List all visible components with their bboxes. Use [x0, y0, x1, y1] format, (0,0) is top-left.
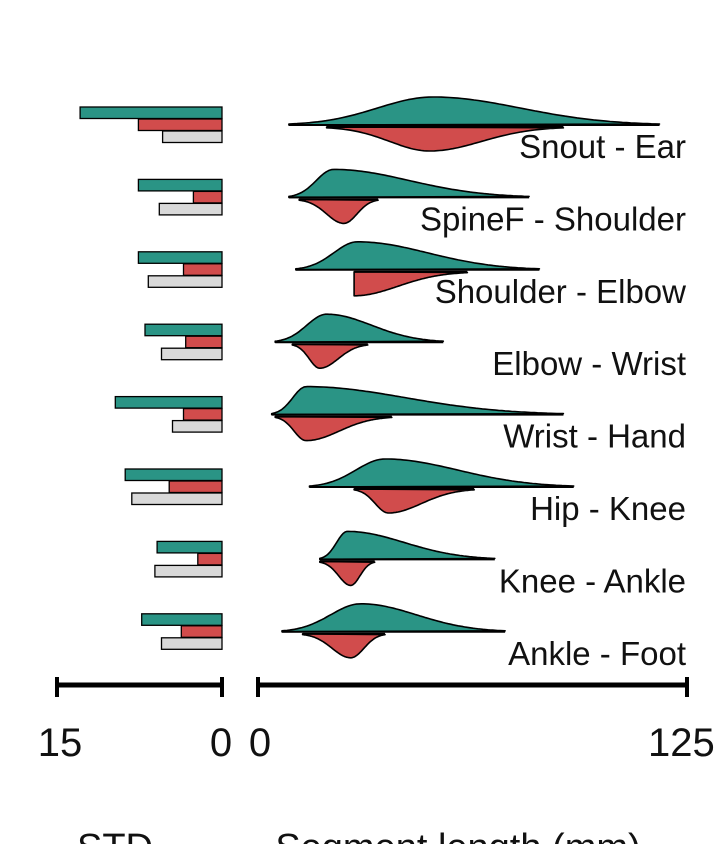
std-bar-elbow-wrist-series-2: [185, 335, 223, 349]
std-bar-hip-knee-series-1: [124, 468, 223, 482]
std-bar-ankle-foot-series-2: [180, 625, 223, 638]
std-bar-elbow-wrist-series-3: [160, 347, 223, 361]
length-axis-title: Segment length (mm): [275, 827, 640, 844]
segment-length-density-chart: [270, 96, 661, 659]
density-upper-snout-ear: [288, 96, 661, 126]
length-axis: 0 125 Segment length (mm): [249, 677, 715, 844]
std-bar-chart: [79, 106, 223, 650]
std-bar-knee-ankle-series-3: [154, 564, 223, 578]
std-bar-shoulder-elbow-series-2: [182, 263, 223, 276]
segment-label-hip-knee: Hip - Knee: [530, 490, 686, 527]
std-bar-snout-ear-series-2: [137, 118, 223, 132]
std-bar-wrist-hand-series-1: [114, 395, 223, 409]
std-bar-ankle-foot-series-1: [141, 613, 223, 626]
density-lower-hip-knee: [353, 488, 475, 514]
std-bar-wrist-hand-series-2: [182, 407, 223, 421]
std-tick-label-0: 0: [210, 721, 232, 765]
density-lower-ankle-foot: [301, 633, 386, 659]
std-bar-knee-ankle-series-2: [197, 552, 223, 566]
length-tick-label-0: 0: [249, 721, 271, 765]
density-upper-hip-knee: [308, 458, 575, 488]
density-upper-ankle-foot: [281, 603, 506, 633]
density-upper-wrist-hand: [270, 385, 565, 416]
std-bar-spinef-shoulder-series-3: [158, 202, 223, 216]
density-upper-shoulder-elbow: [295, 241, 541, 271]
std-bar-knee-ankle-series-1: [156, 540, 223, 554]
std-bar-hip-knee-series-2: [168, 480, 223, 494]
std-bar-ankle-foot-series-3: [160, 637, 223, 650]
density-lower-shoulder-elbow: [353, 271, 469, 297]
density-lower-wrist-hand: [274, 415, 393, 442]
std-bar-hip-knee-series-3: [131, 492, 223, 506]
std-bar-elbow-wrist-series-1: [144, 323, 223, 337]
segment-label-spinef-shoulder: SpineF - Shoulder: [420, 200, 686, 237]
density-lower-elbow-wrist: [291, 343, 369, 369]
std-bar-spinef-shoulder-series-2: [192, 190, 223, 204]
segment-label-snout-ear: Snout - Ear: [519, 128, 686, 165]
std-axis: 15 0 STD: [38, 677, 232, 844]
segment-labels: Snout - Ear SpineF - Shoulder Shoulder - E…: [420, 128, 686, 672]
density-upper-elbow-wrist: [274, 313, 445, 343]
density-upper-knee-ankle: [319, 530, 496, 561]
density-lower-spinef-shoulder: [298, 198, 379, 225]
segment-label-knee-ankle: Knee - Ankle: [499, 562, 686, 599]
std-axis-title: STD: [77, 827, 153, 844]
std-bar-snout-ear-series-1: [79, 106, 223, 120]
std-bar-wrist-hand-series-3: [171, 419, 223, 433]
segment-label-ankle-foot: Ankle - Foot: [508, 635, 686, 672]
density-upper-spinef-shoulder: [288, 168, 530, 199]
density-lower-knee-ankle: [319, 560, 376, 587]
std-bar-snout-ear-series-3: [161, 130, 223, 144]
length-tick-label-125: 125: [648, 721, 715, 765]
std-bar-shoulder-elbow-series-1: [137, 251, 223, 264]
segment-label-wrist-hand: Wrist - Hand: [503, 418, 686, 455]
density-lower-snout-ear: [325, 126, 565, 152]
segment-label-elbow-wrist: Elbow - Wrist: [492, 345, 686, 382]
std-tick-label-15: 15: [38, 721, 83, 765]
std-bar-spinef-shoulder-series-1: [137, 178, 223, 192]
std-bar-shoulder-elbow-series-3: [147, 275, 223, 288]
segment-label-shoulder-elbow: Shoulder - Elbow: [435, 273, 686, 310]
